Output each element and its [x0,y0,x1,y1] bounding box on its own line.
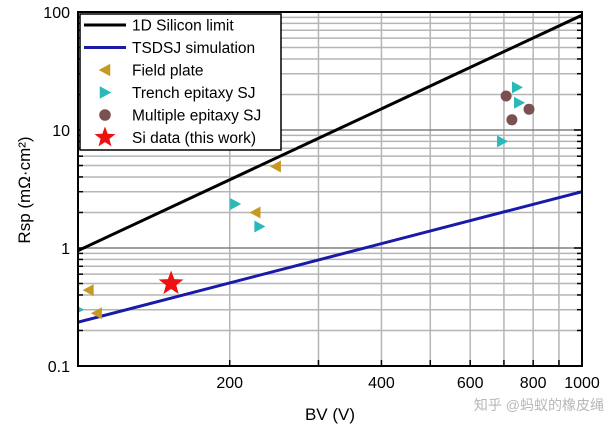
x-tick-label: 800 [520,375,547,392]
series-line-1d-silicon-limit [78,13,582,252]
legend-swatch-trench-epitaxy-sj [99,86,112,99]
y-tick-label: 1 [61,241,70,258]
data-point-field-plate [90,307,102,320]
y-tick-label: 10 [52,123,70,140]
x-tick-label: 600 [457,375,484,392]
legend-label-si-data-this-work: Si data (this work) [132,130,256,147]
data-point-trench-epitaxy-sj [497,135,509,148]
series-line-tsdsj-simulation [78,190,582,324]
data-point-trench-epitaxy-sj [230,197,242,210]
legend: 1D Silicon limit TSDSJ simulation Field pl… [79,13,282,151]
data-point-field-plate [249,206,261,219]
data-point-field-plate [269,160,281,173]
legend-swatch-multiple-epitaxy-sj [99,109,111,121]
data-point-trench-epitaxy-sj [78,306,84,313]
y-axis-label: Rsp (mΩ·cm²) [15,136,34,243]
legend-swatch-si-data-this-work [94,126,116,147]
y-tick-label: 0.1 [48,359,70,376]
watermark: 知乎 @蚂蚁的橡皮绳 [474,397,604,413]
data-point-trench-epitaxy-sj [254,220,266,233]
legend-box [79,13,282,151]
legend-swatch-field-plate [98,63,111,77]
x-axis-label: BV (V) [305,405,355,424]
data-point-field-plate [82,284,94,297]
data-point-multiple-epitaxy-sj [506,114,518,126]
tick-labels: 200 400 600 800 1000 0.1 1 10 100 [43,5,600,392]
data-point-si-data-this-work [158,270,184,294]
plot-frame [77,11,583,367]
x-tick-label: 400 [368,375,395,392]
plot-marks [78,13,582,324]
data-point-trench-epitaxy-sj [511,81,523,94]
x-tick-label: 200 [216,375,243,392]
data-point-multiple-epitaxy-sj [500,90,512,102]
legend-label-tsdsj-simulation: TSDSJ simulation [132,40,255,57]
data-point-trench-epitaxy-sj [514,96,526,109]
x-tick-label: 1000 [564,375,600,392]
data-point-multiple-epitaxy-sj [523,103,535,115]
legend-label-1d-silicon-limit: 1D Silicon limit [132,18,234,35]
y-tick-label: 100 [43,5,70,22]
legend-label-trench-epitaxy-sj: Trench epitaxy SJ [132,85,255,102]
plot-area [78,13,582,324]
legend-label-field-plate: Field plate [132,63,204,80]
legend-label-multiple-epitaxy-sj: Multiple epitaxy SJ [132,108,261,125]
